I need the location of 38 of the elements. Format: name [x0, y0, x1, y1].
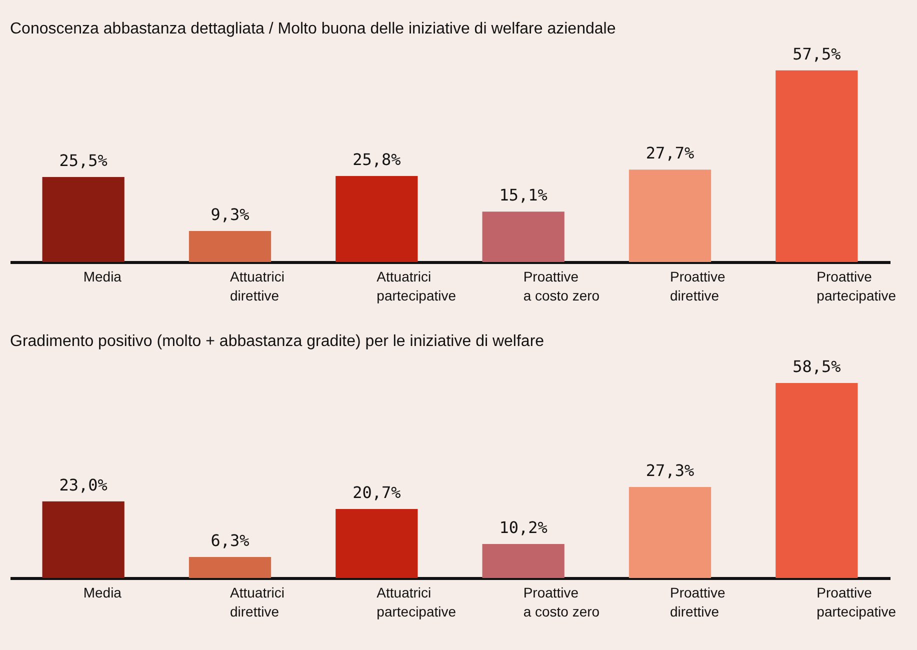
data-label: 10,2%	[499, 518, 548, 537]
data-label: 6,3%	[210, 531, 250, 550]
data-label: 20,7%	[352, 483, 402, 502]
x-tick-label: Proattive a costo zero	[523, 584, 600, 620]
bar	[336, 509, 418, 578]
bar	[42, 501, 124, 578]
x-tick-label: Proattive direttive	[670, 268, 726, 304]
data-label: 27,3%	[646, 461, 694, 480]
bar	[188, 557, 272, 578]
data-label: 58,5%	[792, 357, 842, 376]
bar	[482, 212, 564, 262]
x-tick-label: Media	[83, 268, 122, 284]
chart-title: Gradimento positivo (molto + abbastanza gradite) per le iniziative di welfare	[10, 333, 544, 350]
bar	[628, 170, 712, 262]
x-tick-label: Media	[83, 584, 122, 600]
data-label: 27,7%	[646, 144, 694, 163]
data-label: 57,5%	[792, 44, 842, 64]
x-tick-label: Proattive direttive	[670, 584, 726, 620]
chart-title: Conoscenza abbastanza dettagliata / Molto buona delle iniziative di welfare aziendale	[10, 20, 616, 38]
data-label: 23,0%	[59, 475, 108, 494]
x-tick-label: Proattive a costo zero	[523, 268, 600, 304]
bar	[482, 544, 564, 578]
bar	[776, 70, 858, 262]
x-tick-label: Attuatrici partecipative	[376, 268, 456, 304]
bar	[336, 176, 418, 262]
bar	[628, 487, 712, 578]
x-tick-label: Proattive partecipative	[816, 268, 896, 304]
x-tick-label: Attuatrici partecipative	[376, 584, 456, 620]
x-tick-label: Attuatrici direttive	[230, 584, 284, 620]
data-label: 9,3%	[210, 205, 250, 224]
x-tick-label: Attuatrici direttive	[230, 268, 284, 304]
data-label: 25,5%	[59, 151, 108, 170]
x-tick-label: Proattive partecipative	[816, 584, 896, 620]
bar	[188, 231, 272, 262]
bar	[776, 383, 858, 578]
data-label: 15,1%	[499, 186, 548, 205]
data-label: 25,8%	[352, 150, 402, 169]
bar	[42, 177, 124, 262]
